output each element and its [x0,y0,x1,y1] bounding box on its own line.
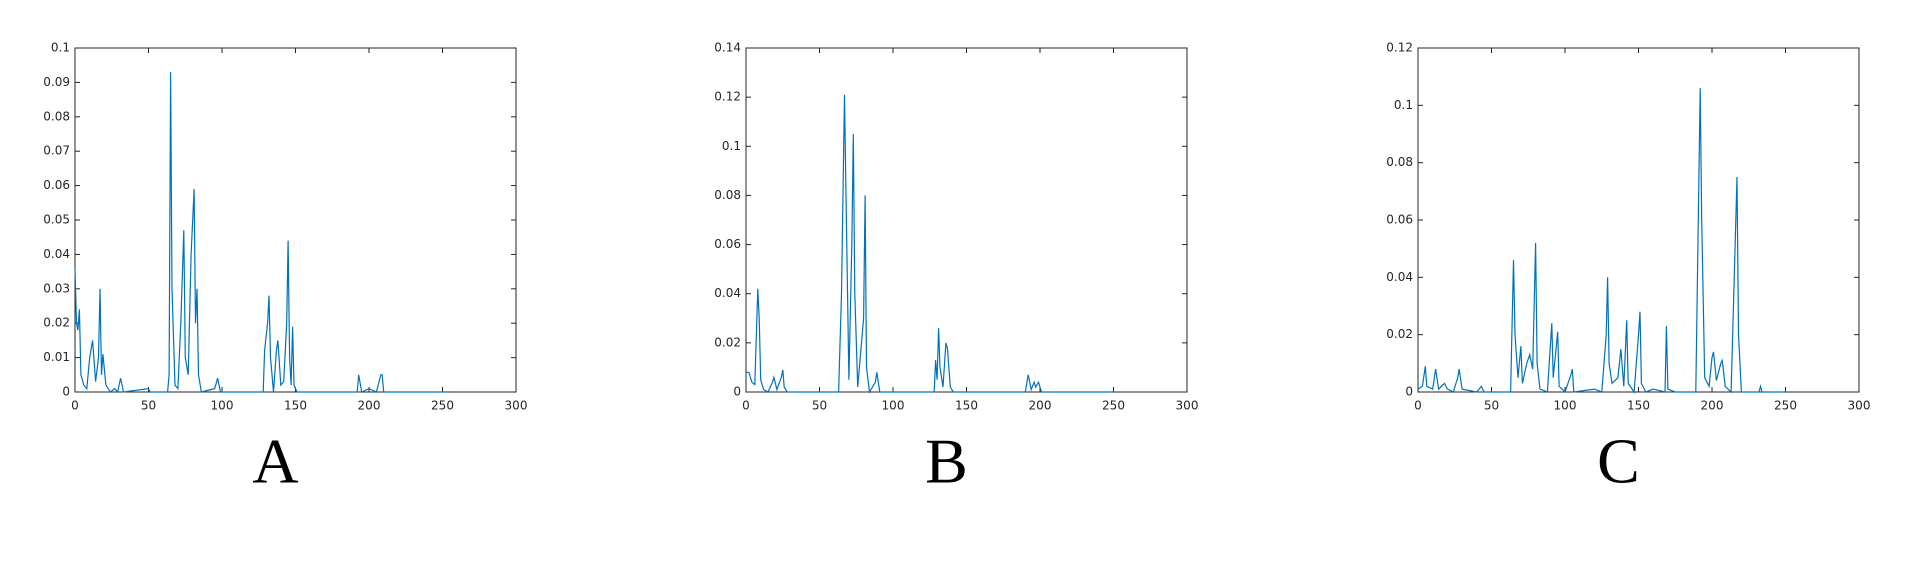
axes-box [745,47,1188,393]
x-tick-label: 150 [284,399,307,413]
panel-label: C [1597,426,1640,497]
y-tick-label: 0.1 [722,139,741,153]
y-tick-label: 0.09 [43,75,70,89]
x-tick-label: 200 [1701,399,1724,413]
x-tick-label: 300 [505,399,528,413]
y-tick-label: 0.01 [43,350,70,364]
y-tick-label: 0.04 [1386,270,1413,284]
y-tick-label: 0.03 [43,281,70,295]
x-tick-label: 300 [1848,399,1871,413]
y-tick-label: 0.08 [1386,155,1413,169]
y-tick-label: 0.02 [43,316,70,330]
x-tick-label: 250 [431,399,454,413]
y-tick-label: 0 [733,385,741,399]
x-tick-label: 100 [211,399,234,413]
x-tick-label: 0 [742,399,750,413]
y-tick-label: 0.02 [1386,327,1413,341]
x-tick-label: 250 [1774,399,1797,413]
line [1417,88,1786,394]
panel-label: B [925,426,968,497]
x-tick-label: 50 [812,399,827,413]
x-tick-label: 50 [1484,399,1499,413]
y-tick-label: 0.06 [43,178,70,192]
x-tick-label: 150 [1627,399,1650,413]
x-tick-label: 0 [1414,399,1422,413]
y-tick-label: 0.14 [714,41,741,55]
line [74,72,446,394]
y-tick-label: 0.08 [714,188,741,202]
x-tick-label: 200 [358,399,381,413]
axes-box [74,47,517,393]
x-tick-label: 50 [141,399,156,413]
y-tick-label: 0 [62,385,70,399]
x-tick-label: 150 [955,399,978,413]
x-tick-label: 300 [1176,399,1199,413]
y-tick-label: 0.05 [43,213,70,227]
x-tick-label: 200 [1029,399,1052,413]
y-tick-label: 0.1 [1394,98,1413,112]
y-tick-label: 0.02 [714,335,741,349]
x-tick-label: 250 [1102,399,1125,413]
y-tick-label: 0.12 [1386,41,1413,55]
y-tick-label: 0.06 [714,237,741,251]
y-tick-label: 0 [1405,385,1413,399]
y-tick-label: 0.1 [51,41,70,55]
x-tick-label: 100 [882,399,905,413]
y-tick-label: 0.04 [714,286,741,300]
y-tick-label: 0.12 [714,90,741,104]
x-tick-label: 0 [71,399,79,413]
panel-label: A [252,426,298,497]
x-tick-label: 100 [1554,399,1577,413]
y-tick-label: 0.07 [43,144,70,158]
line [746,94,1114,394]
y-tick-label: 0.06 [1386,213,1413,227]
y-tick-label: 0.08 [43,109,70,123]
y-tick-label: 0.04 [43,247,70,261]
